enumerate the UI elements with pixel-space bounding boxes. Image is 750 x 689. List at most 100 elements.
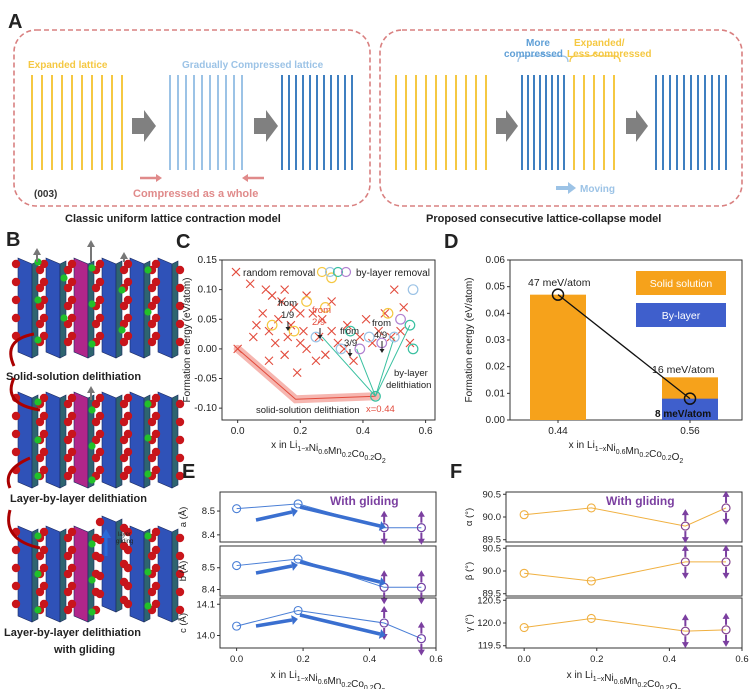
trend-arrow bbox=[255, 510, 293, 522]
oxygen-atom bbox=[11, 563, 21, 573]
expanded-label-1: Expanded/ bbox=[574, 38, 625, 49]
trend-arrow bbox=[299, 560, 381, 584]
legend-bylayer-marker bbox=[340, 266, 352, 278]
y-tick-label: 8.4 bbox=[202, 530, 215, 541]
oxygen-atom bbox=[175, 417, 185, 427]
subplot-frame bbox=[219, 545, 437, 597]
y-tick-label: 90.0 bbox=[483, 512, 502, 523]
lithium-atom bbox=[34, 336, 42, 344]
random-removal-marker bbox=[233, 344, 243, 354]
oxygen-atom bbox=[91, 417, 101, 427]
y-tick-label: 90.5 bbox=[483, 489, 502, 500]
octahedral-layer bbox=[73, 257, 89, 359]
curve-arrow-1 bbox=[9, 332, 35, 367]
by-layer-marker bbox=[326, 272, 338, 284]
y-tick-label: 8.4 bbox=[202, 584, 215, 595]
gliding-arrowhead-down bbox=[380, 598, 388, 605]
oxygen-atom bbox=[151, 465, 161, 475]
y-tick-label: 119.5 bbox=[478, 641, 501, 652]
formation-energy-bar-chart: 0.06 0.05 0.04 0.03 0.02 0.01 0.00 0.44 0.56 Form… bbox=[464, 255, 743, 465]
oxygen-atom bbox=[175, 533, 185, 543]
y-tick-label: 0.03 bbox=[486, 335, 506, 346]
octahedral-layer bbox=[157, 257, 173, 359]
moving-label: Moving bbox=[580, 184, 615, 195]
panel-label-c: C bbox=[176, 231, 190, 253]
gliding-arrowhead-up bbox=[722, 490, 730, 497]
gliding-arrowhead-up bbox=[722, 544, 730, 551]
oxygen-atom bbox=[119, 453, 129, 463]
lithium-atom bbox=[144, 568, 152, 576]
oxygen-atom bbox=[39, 393, 49, 403]
oxygen-atom bbox=[175, 283, 185, 293]
gliding-point bbox=[416, 634, 426, 644]
oxygen-atom bbox=[95, 553, 105, 563]
octahedral-layer bbox=[157, 525, 173, 623]
oxygen-atom bbox=[91, 453, 101, 463]
y-tick-label: 0.06 bbox=[486, 255, 506, 266]
annot-3-9: 3/9 bbox=[344, 338, 357, 349]
legend-bylayer-label: by-layer removal bbox=[356, 268, 430, 279]
y-tick-label: 0.01 bbox=[486, 388, 506, 399]
series-point bbox=[232, 561, 242, 571]
lithium-atom bbox=[34, 532, 42, 540]
oxygen-atom bbox=[95, 571, 105, 581]
with-gliding-label: With gliding bbox=[330, 494, 399, 508]
oxygen-atom bbox=[63, 569, 73, 579]
lithium-atom bbox=[144, 400, 152, 408]
random-removal-marker bbox=[405, 338, 415, 348]
gliding-point bbox=[721, 557, 731, 567]
oxygen-atom bbox=[147, 283, 157, 293]
by-layer-marker bbox=[407, 343, 419, 355]
random-removal-marker bbox=[349, 356, 358, 366]
trend-arrow bbox=[299, 613, 381, 636]
trend-arrowhead bbox=[378, 629, 386, 639]
oxygen-atom bbox=[63, 605, 73, 615]
oxygen-atom bbox=[11, 411, 21, 421]
octahedral-side bbox=[115, 518, 123, 613]
oxygen-atom bbox=[11, 581, 21, 591]
layer-gliding-label-2: gliding bbox=[116, 539, 133, 545]
oxygen-atom bbox=[95, 393, 105, 403]
y-axis-label: Formation energy (eV/atom) bbox=[464, 277, 475, 402]
oxygen-atom bbox=[119, 399, 129, 409]
oxygen-atom bbox=[39, 545, 49, 555]
oxygen-atom bbox=[175, 265, 185, 275]
y-tick-label: 0.00 bbox=[486, 415, 506, 426]
y-tick-label: -0.05 bbox=[194, 374, 217, 385]
subplot-frame bbox=[219, 491, 437, 543]
annot-bylayer-1: by-layer bbox=[394, 368, 428, 379]
gliding-arrowhead-down bbox=[417, 649, 425, 656]
series-point bbox=[519, 568, 529, 578]
li-extraction-arrowhead bbox=[87, 240, 95, 247]
oxygen-atom bbox=[119, 471, 129, 481]
oxygen-atom bbox=[67, 447, 77, 457]
compressed-lattice-lines bbox=[169, 75, 243, 170]
oxygen-atom bbox=[39, 331, 49, 341]
oxygen-atom bbox=[39, 259, 49, 269]
oxygen-atom bbox=[123, 313, 133, 323]
x-tick-label: 0.0 bbox=[518, 654, 531, 665]
oxygen-atom bbox=[39, 313, 49, 323]
oxygen-atom bbox=[119, 319, 129, 329]
oxygen-atom bbox=[119, 337, 129, 347]
trend-arrowhead bbox=[291, 615, 298, 625]
oxygen-atom bbox=[63, 283, 73, 293]
oxygen-atom bbox=[175, 337, 185, 347]
by-layer-marker bbox=[354, 343, 366, 355]
oxygen-atom bbox=[95, 517, 105, 527]
lithium-atom bbox=[118, 326, 126, 334]
y-axis-label: c (Å) bbox=[178, 613, 189, 633]
gliding-arrowhead bbox=[101, 529, 111, 538]
x-tick-label: 0.4 bbox=[356, 426, 370, 437]
lithium-atom bbox=[88, 476, 96, 484]
oxygen-atom bbox=[147, 301, 157, 311]
by-layer-marker bbox=[363, 331, 375, 343]
oxygen-atom bbox=[39, 599, 49, 609]
oxygen-atom bbox=[147, 453, 157, 463]
oxygen-atom bbox=[151, 295, 161, 305]
octahedral-layer bbox=[101, 257, 117, 359]
oxygen-atom bbox=[63, 399, 73, 409]
annot-from-2-9: from bbox=[312, 305, 331, 316]
oxygen-atom bbox=[175, 301, 185, 311]
series-line bbox=[236, 558, 422, 588]
